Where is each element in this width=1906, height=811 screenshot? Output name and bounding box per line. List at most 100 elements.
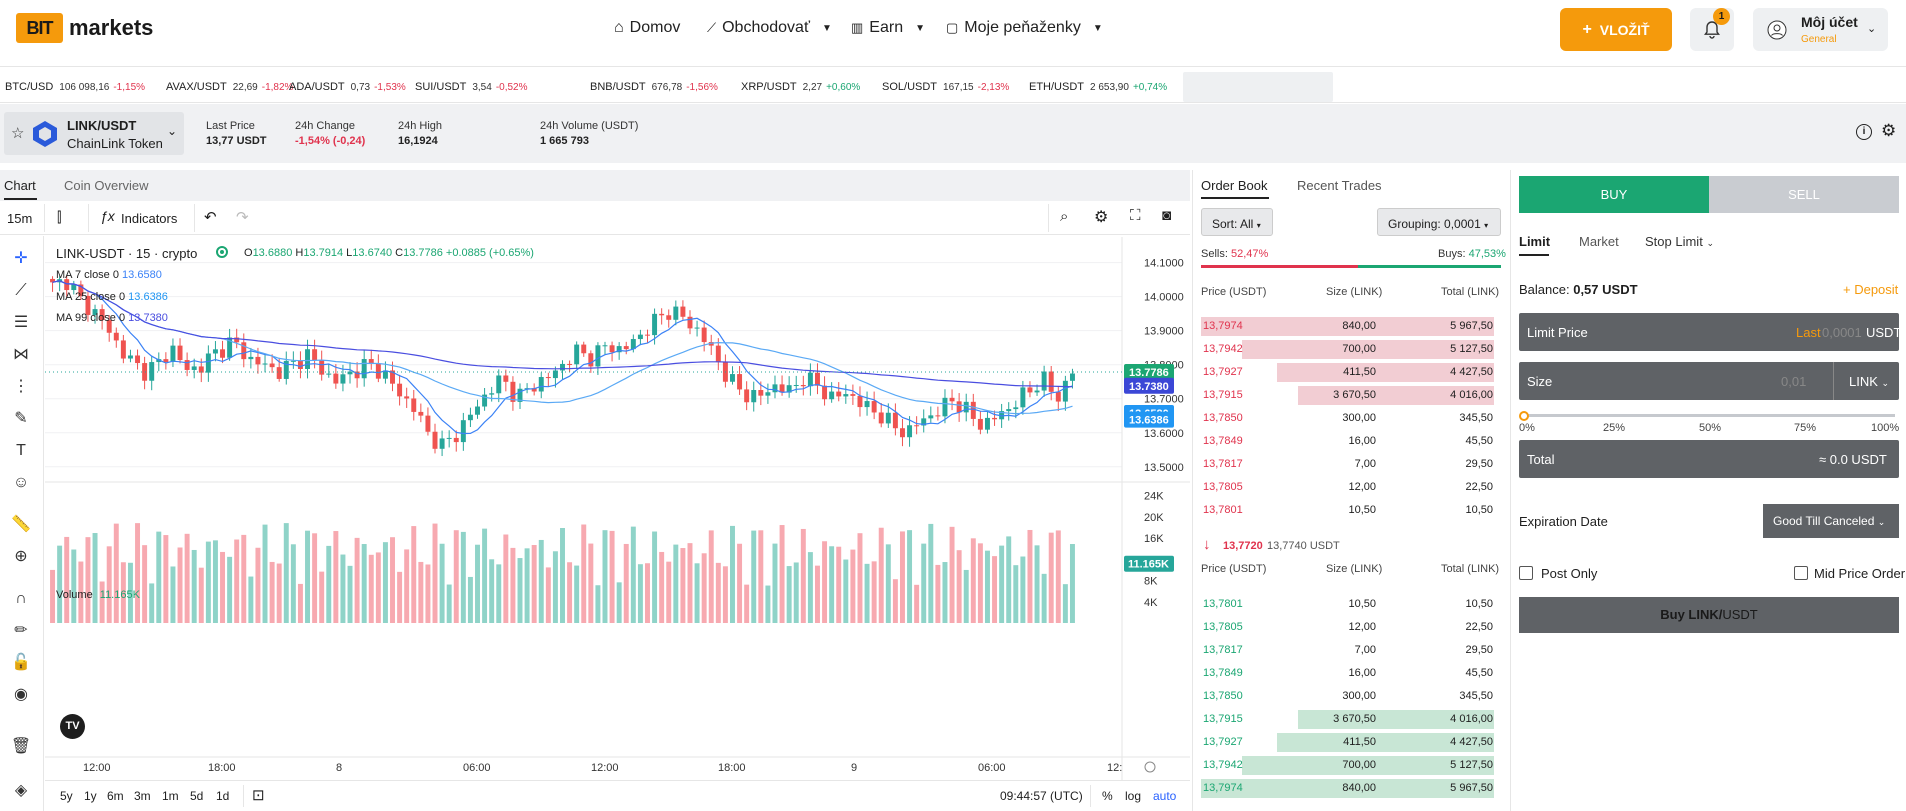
ask-row[interactable]: 13,7927 411,50 4 427,50 [1201,362,1494,383]
pattern-icon[interactable]: ⋈ [13,346,29,363]
axis-settings-icon[interactable] [1144,761,1156,773]
tradingview-logo[interactable]: TV [60,714,85,739]
utc-clock[interactable]: 09:44:57 (UTC) [1000,789,1083,803]
bid-row[interactable]: 13,7850 300,00 345,50 [1203,690,1493,702]
nav-earn[interactable]: ▥ Earn ▼ [851,19,925,37]
mid-price-order-checkbox[interactable] [1794,566,1808,580]
bid-row[interactable]: 13,7942 700,00 5 127,50 [1201,755,1494,776]
bid-row[interactable]: 13,7927 411,50 4 427,50 [1201,732,1494,753]
order-type-market[interactable]: Market [1579,234,1619,249]
lock-icon[interactable]: 🔓 [11,654,31,671]
bid-row[interactable]: 13,7805 12,00 22,50 [1203,621,1493,633]
ticker-item[interactable]: SUI/USDT 3,54 -0,52% [415,81,528,93]
fullscreen-icon[interactable]: ⛶ [1130,207,1141,224]
undo-icon[interactable]: ↶ [204,209,217,226]
submit-buy-button[interactable]: Buy LINK/USDT [1519,597,1899,633]
camera-icon[interactable]: ◙ [1162,207,1172,224]
interval-selector[interactable]: 15m [7,211,33,226]
ask-row[interactable]: 13,7850 300,00 345,50 [1203,412,1493,424]
chart-settings-icon[interactable]: ⚙ [1094,209,1109,226]
info-icon[interactable]: i [1856,124,1872,140]
tab-recent-trades[interactable]: Recent Trades [1297,178,1382,193]
ticker-item[interactable]: AVAX/USDT 22,69 -1,82% [166,81,294,93]
range-5d[interactable]: 5d [190,789,204,803]
post-only-checkbox[interactable] [1519,566,1533,580]
auto-toggle[interactable]: auto [1153,789,1177,803]
ticker-item[interactable]: XRP/USDT 2,27 +0,60% [741,81,861,93]
nav-domov[interactable]: ⌂ Domov [614,19,680,37]
range-1m[interactable]: 1m [162,789,179,803]
ask-row[interactable]: 13,7801 10,50 10,50 [1203,504,1493,516]
indicators-button[interactable]: Indicators [121,211,178,226]
limit-price-field[interactable]: Limit Price Last 0,0001 USDT [1519,313,1901,351]
range-1y[interactable]: 1y [84,789,97,803]
brush-icon[interactable]: ✎ [14,410,28,427]
zoom-search-icon[interactable]: ⌕ [1060,208,1069,225]
bid-row[interactable]: 13,7974 840,00 5 967,50 [1201,778,1494,799]
fx-icon[interactable]: ƒx [100,208,115,224]
range-6m[interactable]: 6m [107,789,124,803]
tab-order-book[interactable]: Order Book [1201,178,1268,193]
buy-tab[interactable]: BUY [1519,176,1709,213]
lock-drawing-icon[interactable]: ✏ [14,622,28,639]
ruler-icon[interactable]: 📏 [11,516,31,533]
ticker-item[interactable]: SOL/USDT 167,15 -2,13% [882,81,1010,93]
ask-row[interactable]: 13,7817 7,00 29,50 [1203,458,1493,470]
text-icon[interactable]: T [16,442,26,459]
size-slider[interactable] [1519,408,1899,428]
magnet-icon[interactable]: ∩ [15,590,27,607]
nav-wallets[interactable]: ▢ Moje peňaženky ▼ [946,19,1103,37]
trash-icon[interactable]: 🗑 [10,738,32,755]
range-1d[interactable]: 1d [216,789,230,803]
expiration-dropdown[interactable]: Good Till Canceled ⌄ [1763,504,1899,538]
price-chart[interactable]: 14.100014.000013.900013.800013.700013.60… [45,237,1190,780]
trend-line-icon[interactable]: ⟋ [15,282,27,299]
zoom-in-icon[interactable]: ⊕ [14,548,28,565]
star-icon[interactable]: ☆ [11,125,25,142]
ticker-item[interactable]: BNB/USDT 676,78 -1,56% [590,81,718,93]
slider-handle[interactable] [1519,411,1529,421]
ticker-item[interactable]: ADA/USDT 0,73 -1,53% [289,81,406,93]
tab-coin-overview[interactable]: Coin Overview [64,178,149,193]
log-toggle[interactable]: log [1125,789,1142,803]
symbol-selector[interactable]: ☆ LINK/USDT ChainLink Token ⌄ [4,112,184,155]
order-type-stop-limit[interactable]: Stop Limit ⌄ [1645,234,1714,249]
bid-row[interactable]: 13,7915 3 670,50 4 016,00 [1201,709,1494,730]
logo-text[interactable]: markets [69,15,154,40]
ask-row[interactable]: 13,7974 840,00 5 967,50 [1201,316,1494,337]
ticker-item[interactable]: ETH/USDT 2 653,90 +0,74% [1029,81,1168,93]
deposit-button[interactable]: + VLOŽIŤ [1560,8,1672,51]
ask-row[interactable]: 13,7942 700,00 5 127,50 [1201,339,1494,360]
bid-row[interactable]: 13,7849 16,00 45,50 [1203,667,1493,679]
range-5y[interactable]: 5y [60,789,73,803]
bid-row[interactable]: 13,7801 10,50 10,50 [1203,598,1493,610]
deposit-link[interactable]: + Deposit [1843,282,1899,297]
emoji-icon[interactable]: ☺ [12,474,30,491]
layers-icon[interactable]: ◈ [14,782,28,799]
range-3m[interactable]: 3m [134,789,151,803]
sell-tab[interactable]: SELL [1709,176,1899,213]
bid-row[interactable]: 13,7817 7,00 29,50 [1203,644,1493,656]
grouping-dropdown[interactable]: Grouping: 0,0001 ▾ [1377,208,1501,236]
account-menu[interactable]: Môj účet General ⌄ [1753,8,1888,51]
logo-mark[interactable]: BIT [16,13,63,43]
last-price-button[interactable]: Last [1796,325,1821,340]
ticker-item[interactable]: BTC/USD 106 098,16 -1,15% [5,81,146,93]
fib-icon[interactable]: ⋮ [13,378,29,395]
sort-dropdown[interactable]: Sort: All ▾ [1201,208,1273,236]
percent-toggle[interactable]: % [1102,789,1113,803]
eye-icon[interactable]: ◉ [14,686,28,703]
ask-row[interactable]: 13,7915 3 670,50 4 016,00 [1201,385,1494,406]
nav-obchodovat[interactable]: ⟋ Obchodovať ▼ [707,19,832,37]
redo-icon[interactable]: ↷ [236,209,249,226]
size-field[interactable]: Size 0,01 LINK ⌄ [1519,362,1899,400]
crosshair-icon[interactable]: ✛ [14,250,28,267]
order-type-limit[interactable]: Limit [1519,234,1551,249]
size-unit-dropdown[interactable]: LINK ⌄ [1849,374,1890,389]
horizontal-lines-icon[interactable]: ☰ [13,314,29,331]
ask-row[interactable]: 13,7849 16,00 45,50 [1203,435,1493,447]
settings-gear-icon[interactable]: ⚙ [1881,121,1897,140]
candle-type-icon[interactable]: ⫿ [57,209,62,225]
date-range-icon[interactable]: ⊡ [252,787,265,804]
ask-row[interactable]: 13,7805 12,00 22,50 [1203,481,1493,493]
